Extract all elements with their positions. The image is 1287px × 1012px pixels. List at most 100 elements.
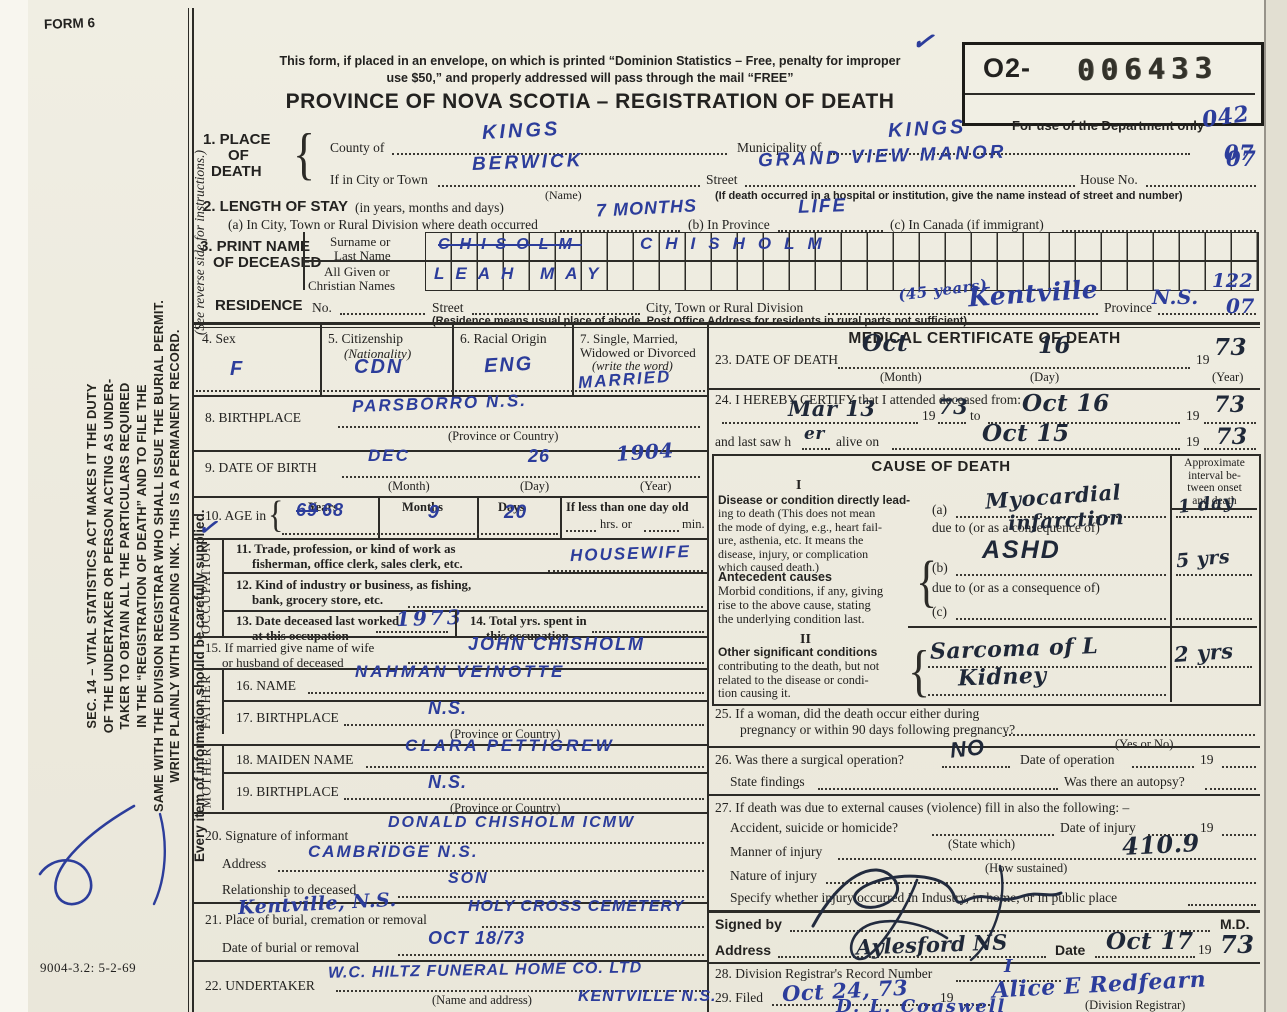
year-prefix: 19 [1200,820,1214,835]
grid-line [709,388,1260,390]
item3-heading: OF DECEASED [213,254,322,271]
operation-value: NO [948,734,987,763]
dotted-line [398,896,704,898]
surname-label: Surname or [330,234,391,249]
cause-p2-line: related to the disease or condi- [718,672,869,687]
dotted-line [1204,422,1256,424]
dotted-line [790,930,1210,932]
division-registrar-caption: (Division Registrar) [1085,998,1186,1012]
grid-line [222,572,707,574]
spouse-value: JOHN CHISHOLM [468,634,646,654]
given-names-label: All Given or [324,264,390,279]
form-number: FORM 6 [43,15,96,32]
house-code-value: 07 [1226,146,1257,171]
city-town-value: BERWICK [471,150,584,175]
medical-certificate-title: MEDICAL CERTIFICATE OF DEATH [848,330,1121,347]
manner-label: Manner of injury [730,844,823,859]
margin-line: SEC. 14 – VITAL STATISTICS ACT MAKES IT … [84,383,99,729]
grid-line [1170,454,1172,702]
relationship-label: Relationship to deceased [222,882,357,897]
notice-line: This form, if placed in an envelope, on … [279,54,901,68]
dotted-line [830,153,1190,155]
residence-street-label: Street [432,300,464,315]
item1-heading: OF [228,147,249,164]
pregnancy-label: 25. If a woman, did the death occur eith… [715,706,980,721]
external-causes-label: 27. If death was due to external causes … [715,800,1130,815]
stay-c-label: (c) In Canada (if immigrant) [890,217,1044,232]
signed-address-label: Address [715,942,772,958]
dotted-line [1095,956,1195,958]
interval-header-line: tween onset [1187,482,1242,495]
year-prefix: 19 [1186,434,1200,449]
brace: { [268,492,284,536]
dotted-line [928,694,1166,696]
residence-province-value: N.S. [1152,285,1199,309]
cause-p2-line: contributing to the death, but not [718,658,880,673]
grid-line [709,962,1260,964]
grid-line [222,538,224,636]
dotted-line [802,448,830,450]
age-years-final: 68 [322,500,345,520]
signed-date-value: Oct 17 [1106,928,1194,955]
given-names-label: Christian Names [308,278,396,293]
given-names-value: LEAH MAY [434,264,610,283]
injury-date-label: Date of injury [1060,820,1136,835]
grid-line [378,496,380,538]
dotted-line [778,956,1046,958]
item1-heading: DEATH [211,163,262,180]
brace: { [293,121,316,186]
margin-sec14: SEC. 14 – VITAL STATISTICS ACT MAKES IT … [84,258,184,854]
last-saw-year-value: 73 [1216,424,1248,450]
grid-line [222,772,707,774]
physician-signature [811,864,1063,962]
dept-code-bottom: 07 [1224,140,1255,165]
dotted-line [1148,834,1194,836]
form-border [188,8,189,1012]
attended-from-value: Mar 13 [788,396,876,421]
informant-label: 20. Signature of informant [205,828,349,843]
dob-label: 9. DATE OF BIRTH [205,460,317,475]
margin-line: SAME WITH THE DIVISION REGISTRAR WHO SHA… [150,299,166,813]
antecedent-line: the underlying condition last. [718,612,865,626]
pen-scribble [38,804,166,906]
name-caption: (Name) [545,188,582,202]
municipality-label: Municipality of [737,140,822,155]
cause-p1-line: the mode of dying, e.g., heart fail- [718,519,882,534]
dotted-line [344,724,704,726]
dotted-line [308,692,704,694]
margin-line: TAKER TO OBTAIN ALL THE PARTICULARS REQU… [117,382,133,730]
specify-label: Specify whether injury occurred in Indus… [730,890,1118,905]
trade-label2: fisherman, office clerk, sales clerk, et… [252,557,463,571]
scan-right-line [1264,0,1266,1012]
total-yrs-label: 14. Total yrs. spent in [470,614,587,628]
informant-value: DONALD CHISHOLM ICMW [388,814,636,831]
last-worked-label: 13. Date deceased last worked [236,614,400,628]
dotted-line [778,230,883,232]
grid-line [192,450,707,452]
grid-line [1170,508,1257,510]
death-year-value: 73 [1214,334,1248,361]
dotted-line [196,390,705,392]
residence-heading: RESIDENCE [215,297,303,314]
cause-section2: II [800,632,811,647]
mother-strip: MOTHER [199,746,214,808]
dob-month: DEC [368,446,410,465]
surname-value: CHISHOLM [640,234,835,253]
days-header: Days [498,500,525,514]
margin-line: WRITE PLAINLY WITH UNFADING INK. THIS IS… [167,329,183,783]
grid-line [192,960,707,962]
dotted-line [1158,313,1256,315]
years-header: Years [308,500,338,514]
dotted-line [828,313,1098,315]
residence-no-label: No. [312,300,332,315]
dotted-line [1176,574,1252,576]
municipality-value: KINGS [887,115,967,143]
burial-place-value: HOLY CROSS CEMETERY [468,898,685,915]
certify-label: 24. I HEREBY CERTIFY that I attended dec… [715,392,1021,407]
antecedent-line: Morbid conditions, if any, giving [718,584,884,598]
racial-origin-value: ENG [483,352,534,378]
cause-p1-line: Disease or condition directly lead- [718,493,911,507]
grid-line [192,902,707,904]
stay-b-value: LIFE [797,195,848,218]
grid-line [192,395,707,397]
